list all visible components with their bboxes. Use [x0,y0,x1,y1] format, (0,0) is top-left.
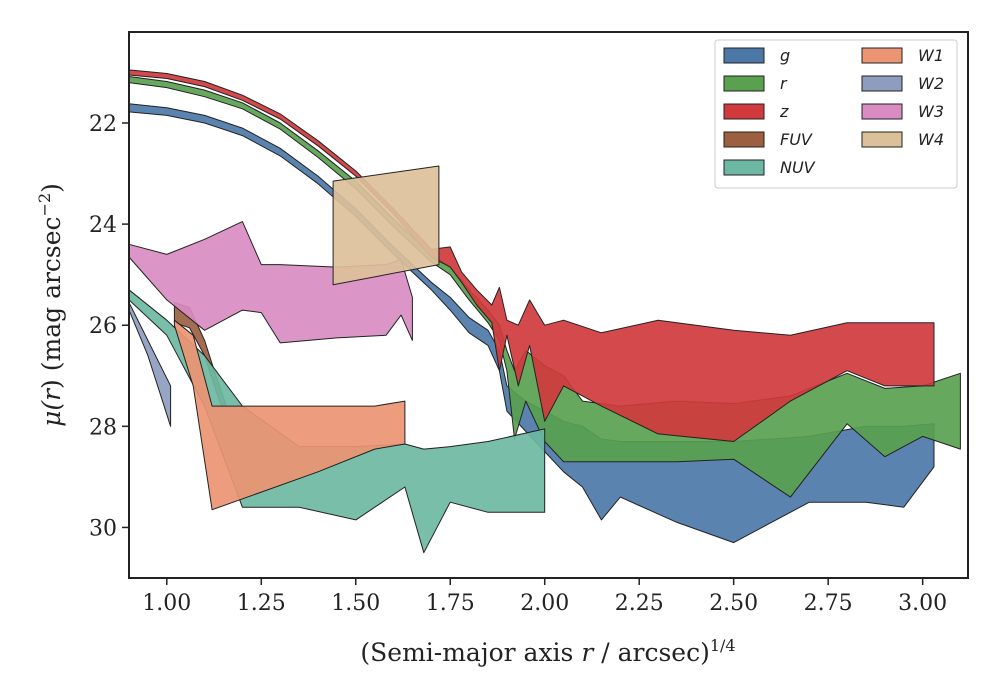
legend-swatch-w3 [861,103,903,120]
x-tick-label: 1.25 [237,591,286,616]
y-tick-label: 30 [89,516,117,541]
legend-label-fuv: FUV [780,130,813,149]
x-tick-label: 2.75 [804,591,853,616]
legend-swatch-z [723,103,765,120]
legend-swatch-g [723,47,765,64]
y-tick-label: 28 [89,415,117,440]
plot-frame [128,31,969,579]
y-tick-label: 24 [89,213,117,238]
y-tick-label: 22 [89,112,117,137]
x-tick-label: 3.00 [898,591,947,616]
plot-areas [128,69,961,554]
y-tick-label: 26 [89,314,117,339]
band-g [128,103,935,544]
legend-swatch-w1 [861,47,903,64]
legend-label-z: z [779,102,789,121]
x-tick-label: 1.00 [142,591,191,616]
legend-swatch-w4 [861,131,903,148]
legend-label-nuv: NUV [780,158,816,177]
legend-swatch-r [723,75,765,92]
x-tick-label: 1.75 [426,591,475,616]
x-tick-label: 1.50 [331,591,380,616]
legend-label-w1: W1 [918,46,944,65]
legend-label-g: g [780,46,790,65]
y-axis-ticks: 22 24 26 28 30 [89,112,129,541]
legend-label-w3: W3 [918,102,944,121]
band-w3 [128,221,413,344]
band-w4 [332,165,440,286]
y-axis-label: μ(r) (mag arcsec−2) [35,183,66,427]
x-tick-label: 2.00 [520,591,569,616]
legend: grz FUV NUV W1 W2 W3 W4 [714,39,958,189]
band-w1 [173,319,406,511]
x-axis-label: (Semi-major axis r / arcsec)1/4 [360,636,735,667]
legend-swatch-nuv [723,159,765,176]
x-tick-label: 2.25 [615,591,664,616]
x-axis-ticks: 1.00 1.25 1.50 1.75 2.00 2.25 2.50 2.75 3.00 [142,578,947,616]
legend-label-w4: W4 [918,130,944,149]
x-tick-label: 2.50 [709,591,758,616]
legend-label-w2: W2 [918,74,944,93]
legend-swatch-w2 [861,75,903,92]
legend-label-r: r [780,74,788,93]
legend-swatch-fuv [723,131,765,148]
